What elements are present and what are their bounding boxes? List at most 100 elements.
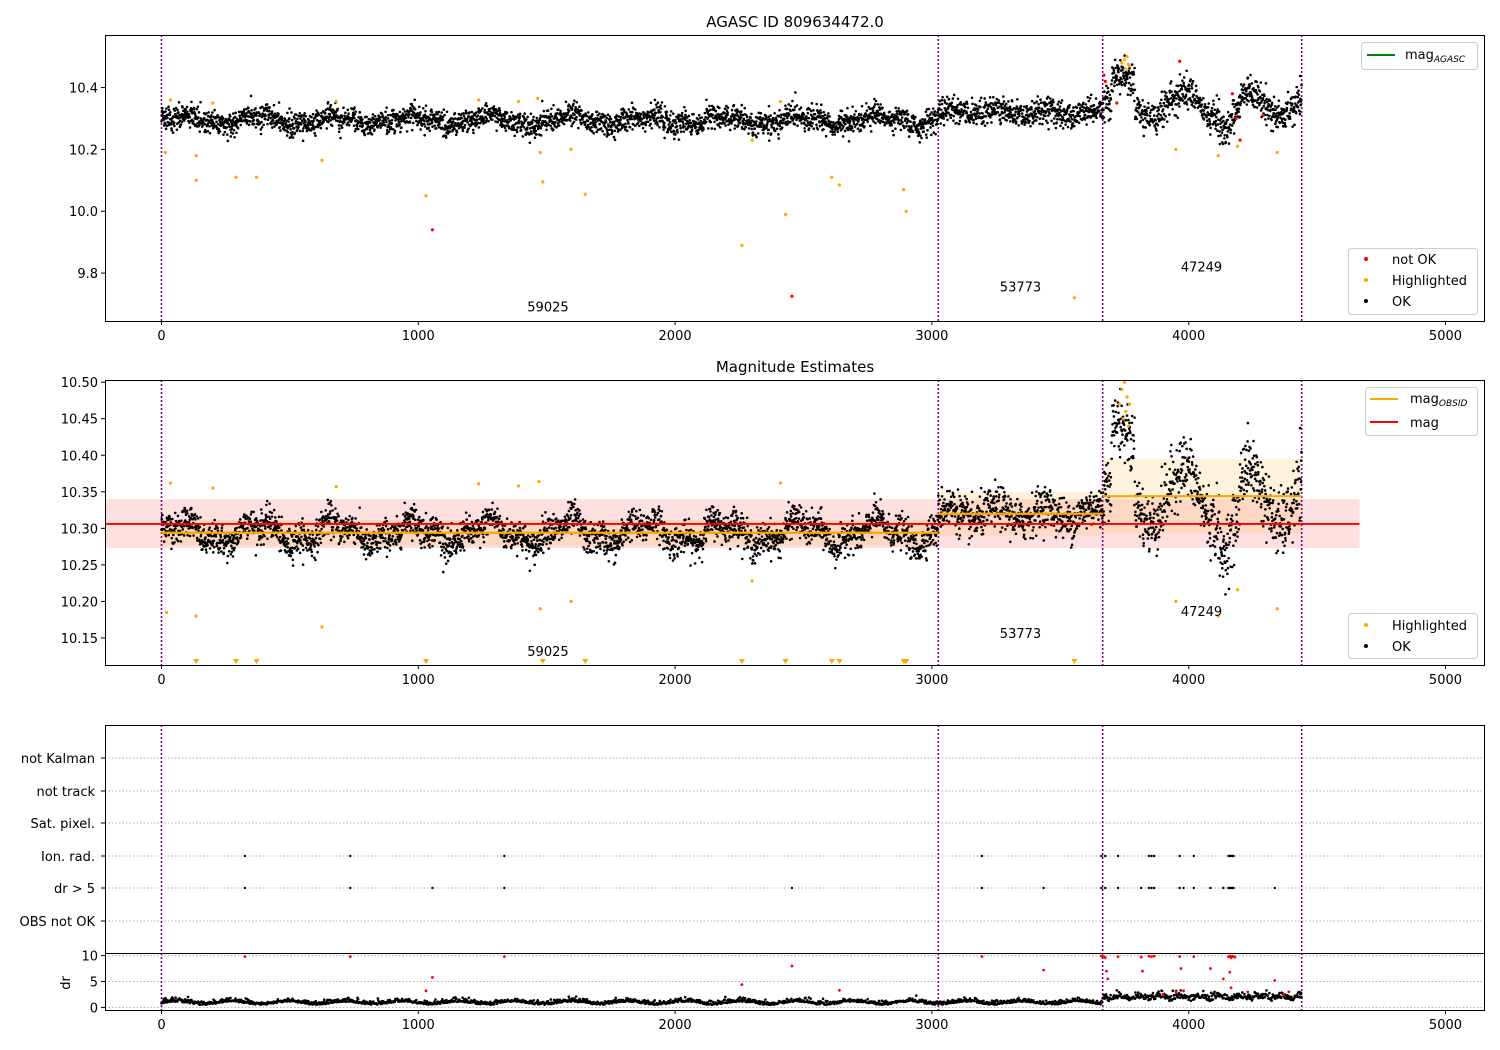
y-tick-label: 10.2 (69, 143, 98, 158)
ok-point (352, 116, 356, 120)
ok-point (843, 129, 847, 133)
ok-point (337, 514, 340, 518)
ok-point (328, 512, 332, 516)
ok-point (829, 130, 833, 133)
ok-point (1101, 101, 1105, 105)
ok-point (305, 539, 309, 542)
ok-point (182, 115, 186, 118)
ok-point (684, 113, 687, 117)
ok-point (264, 114, 267, 118)
ok-point (287, 120, 290, 123)
ok-point (1089, 93, 1093, 97)
ok-point (894, 106, 898, 110)
ok-point (203, 116, 206, 120)
ok-point (1131, 82, 1135, 86)
ok-point (611, 130, 614, 134)
ok-point (276, 114, 280, 118)
ok-point (302, 524, 305, 528)
highlighted-point (830, 175, 834, 179)
ok-point (1035, 115, 1039, 119)
ok-point (338, 127, 341, 130)
ok-point (476, 114, 480, 117)
ok-point (575, 115, 578, 119)
ok-point (585, 114, 589, 118)
ok-point (591, 113, 594, 116)
ok-point (1050, 119, 1053, 123)
ok-point (900, 113, 903, 116)
ok-point (326, 498, 330, 502)
ok-point (739, 110, 743, 113)
ok-point (361, 118, 364, 121)
not-ok-point (1261, 113, 1265, 117)
ok-point (441, 118, 445, 122)
ok-point (923, 118, 927, 121)
ok-point (970, 96, 974, 100)
ok-point (258, 113, 262, 116)
ok-point (430, 108, 433, 111)
ok-point (172, 121, 176, 124)
ok-point (775, 127, 779, 131)
ok-point (1077, 121, 1081, 125)
ok-point (1158, 102, 1162, 105)
ok-point (491, 118, 494, 122)
ok-point (758, 115, 762, 119)
ok-point (301, 119, 304, 122)
ok-point (198, 130, 202, 133)
ok-point (529, 130, 533, 133)
ok-point (234, 111, 237, 115)
ok-point (750, 119, 754, 122)
ok-point (507, 120, 510, 124)
ok-point (994, 103, 998, 107)
ok-point (937, 107, 941, 110)
ok-point (376, 126, 380, 129)
not-ok-point (790, 294, 794, 298)
ok-point (379, 126, 383, 129)
ok-point (331, 525, 335, 529)
ok-point (282, 122, 285, 126)
ok-point (1219, 134, 1222, 137)
ok-point (218, 546, 222, 550)
ok-point (336, 107, 339, 111)
ok-point (578, 105, 581, 109)
ok-point (1103, 90, 1106, 93)
ok-point (732, 103, 736, 107)
ok-point (625, 129, 629, 133)
ok-point (940, 98, 944, 102)
not-ok-point (1115, 101, 1119, 105)
ok-point (260, 120, 263, 124)
ok-point (247, 123, 251, 127)
ok-point (1159, 113, 1163, 117)
ok-point (402, 107, 405, 111)
ok-point (503, 117, 506, 120)
ok-point (232, 535, 236, 539)
ok-point (309, 129, 313, 132)
ok-point (1102, 116, 1106, 119)
ok-point (924, 133, 928, 136)
ok-point (399, 130, 402, 134)
ok-point (1039, 98, 1042, 101)
ok-point (890, 123, 893, 127)
highlighted-point (536, 96, 540, 100)
ok-point (373, 114, 377, 118)
ok-point (960, 108, 963, 111)
ok-point (192, 120, 195, 123)
ok-point (669, 114, 672, 117)
ok-point (322, 525, 326, 528)
ok-point (170, 547, 173, 551)
highlighted-point (516, 99, 521, 104)
ok-point (805, 117, 809, 120)
ok-point (1046, 95, 1050, 99)
ok-point (357, 116, 361, 119)
ok-point (605, 129, 609, 132)
ok-point (766, 132, 770, 135)
ok-point (260, 536, 264, 539)
ok-point (235, 131, 238, 135)
ok-point (1078, 114, 1082, 118)
ok-point (935, 113, 938, 117)
ok-point (658, 126, 661, 129)
ok-point (258, 537, 262, 541)
ok-point (498, 109, 502, 112)
ok-point (389, 113, 392, 117)
ok-point (654, 111, 658, 115)
ok-point (711, 113, 714, 117)
